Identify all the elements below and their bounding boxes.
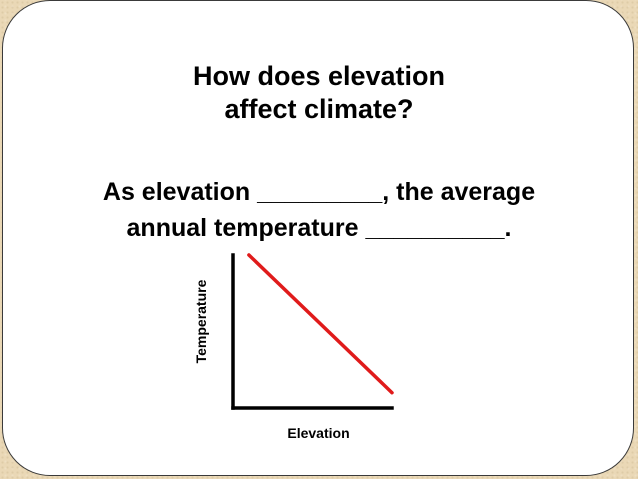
slide-title: How does elevation affect climate? [0,60,638,126]
question-line-1: As elevation _________, the average [102,178,536,206]
x-axis-label: Elevation [287,425,349,441]
question-line-2: annual temperature __________. [126,214,512,242]
series-layer [247,253,394,395]
y-axis-label: Temperature [193,279,209,363]
slide-title-line-2: affect climate? [224,94,414,124]
fill-in-question: As elevation _________, the average annu… [0,174,638,246]
series-line-1 [247,253,394,395]
slide-title-line-1: How does elevation [192,61,446,91]
